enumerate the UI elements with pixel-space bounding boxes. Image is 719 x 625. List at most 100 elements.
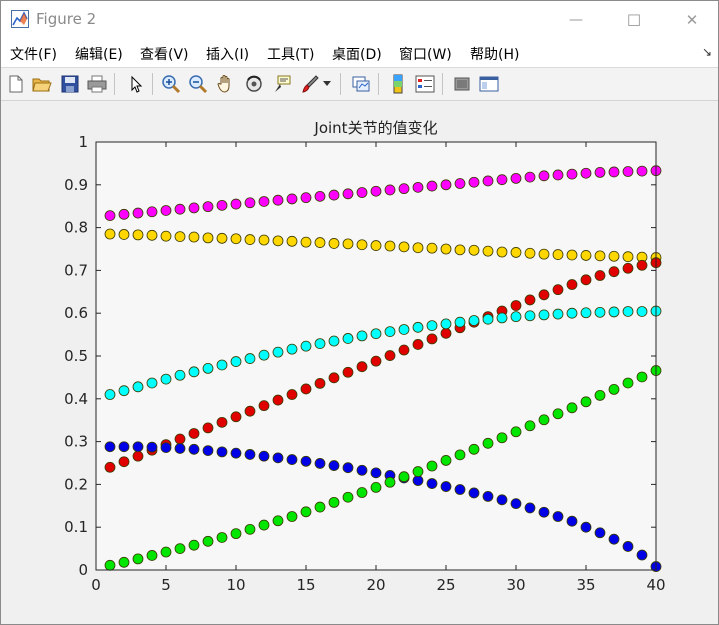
data-point	[174, 231, 186, 242]
data-point	[412, 181, 424, 193]
data-point	[538, 309, 550, 321]
data-point	[454, 316, 466, 328]
toolbar-separator	[152, 73, 153, 95]
save-icon[interactable]	[58, 72, 82, 96]
data-point	[622, 251, 634, 263]
data-point	[202, 422, 214, 434]
dock-arrow-icon[interactable]: ↘	[701, 45, 712, 59]
data-point	[608, 250, 620, 262]
data-point	[160, 546, 172, 558]
data-point	[384, 240, 396, 252]
data-point	[188, 202, 200, 214]
data-point	[468, 487, 480, 499]
data-point	[300, 383, 312, 395]
menu-view[interactable]: 查看(V)	[140, 47, 189, 63]
menu-insert[interactable]: 插入(I)	[206, 47, 250, 63]
data-point	[230, 198, 242, 210]
menu-file[interactable]: 文件(F)	[10, 47, 57, 63]
y-tick-label: 0.6	[64, 304, 88, 322]
y-tick-label: 0.7	[64, 261, 88, 279]
x-tick-label: 5	[161, 576, 171, 594]
x-tick-label: 25	[436, 576, 455, 594]
data-point	[468, 176, 480, 188]
hide-plot-tools-icon[interactable]	[450, 72, 474, 96]
data-point	[440, 179, 452, 191]
data-point	[328, 496, 340, 508]
figure-canvas[interactable]: Joint关节的值变化 0 5 10 15 20 25 30 35 40 0 0.1 0.2 0.3 0.…	[1, 101, 718, 624]
data-point	[174, 369, 186, 381]
data-point	[216, 359, 228, 371]
data-point	[370, 328, 382, 340]
data-cursor-icon[interactable]	[270, 72, 294, 96]
data-point	[412, 321, 424, 333]
plot-svg[interactable]: Joint关节的值变化 0 5 10 15 20 25 30 35 40 0 0.1 0.2 0.3 0.…	[1, 101, 718, 624]
data-point	[580, 274, 592, 286]
series-magenta	[104, 165, 662, 222]
data-point	[468, 443, 480, 455]
menu-tools[interactable]: 工具(T)	[267, 47, 315, 63]
zoom-out-icon[interactable]	[186, 72, 210, 96]
y-tick-label: 0.1	[64, 518, 88, 536]
data-point	[188, 443, 200, 455]
data-point	[132, 229, 144, 241]
maximize-button[interactable]: ☐	[611, 1, 657, 39]
data-point	[482, 437, 494, 449]
y-tick-label: 0.8	[64, 219, 88, 237]
zoom-in-icon[interactable]	[159, 72, 183, 96]
data-point	[328, 335, 340, 347]
data-point	[398, 183, 410, 195]
data-point	[566, 279, 578, 290]
data-point	[244, 197, 256, 209]
data-point	[538, 414, 550, 426]
brush-dropdown-icon[interactable]	[321, 72, 333, 96]
data-point	[314, 458, 326, 469]
minimize-button[interactable]: —	[553, 1, 599, 39]
menu-help[interactable]: 帮助(H)	[470, 47, 520, 63]
open-file-icon[interactable]	[30, 72, 54, 96]
data-point	[160, 373, 172, 385]
data-point	[496, 494, 508, 506]
data-point	[398, 324, 410, 335]
series-cyan	[104, 305, 662, 400]
data-point	[440, 455, 452, 466]
data-point	[426, 320, 438, 332]
data-point	[412, 475, 424, 486]
data-point	[566, 249, 578, 261]
data-point	[622, 166, 634, 177]
menu-edit[interactable]: 编辑(E)	[75, 47, 123, 63]
close-button[interactable]: ✕	[669, 1, 715, 39]
data-point	[538, 248, 550, 260]
new-figure-icon[interactable]	[4, 72, 28, 96]
pointer-icon[interactable]	[124, 72, 148, 96]
brush-icon[interactable]	[298, 72, 322, 96]
x-tick-label: 0	[91, 576, 101, 594]
colorbar-icon[interactable]	[386, 72, 410, 96]
data-point	[580, 167, 592, 179]
data-point	[160, 205, 172, 216]
data-point	[272, 515, 284, 527]
title-bar[interactable]: Figure 2 — ☐ ✕	[1, 1, 718, 39]
menu-bar: 文件(F) 编辑(E) 查看(V) 插入(I) 工具(T) 桌面(D) 窗口(W…	[1, 39, 718, 68]
data-point	[300, 192, 312, 204]
data-point	[328, 238, 340, 249]
data-point	[468, 315, 480, 326]
data-point	[454, 244, 466, 256]
y-tick-label: 0.9	[64, 176, 88, 194]
data-point	[272, 194, 284, 206]
data-point	[356, 361, 368, 373]
print-icon[interactable]	[85, 72, 109, 96]
pan-hand-icon[interactable]	[214, 72, 238, 96]
data-point	[594, 527, 606, 539]
menu-window[interactable]: 窗口(W)	[399, 47, 452, 63]
legend-icon[interactable]	[413, 72, 437, 96]
data-point	[146, 377, 158, 389]
data-point	[244, 234, 256, 245]
chart-title: Joint关节的值变化	[313, 119, 437, 137]
show-plot-tools-icon[interactable]	[477, 72, 501, 96]
data-point	[524, 247, 536, 259]
data-point	[552, 169, 564, 181]
link-plot-icon[interactable]	[349, 72, 373, 96]
rotate-3d-icon[interactable]	[242, 72, 266, 96]
data-point	[510, 172, 522, 184]
menu-desktop[interactable]: 桌面(D)	[332, 47, 382, 63]
